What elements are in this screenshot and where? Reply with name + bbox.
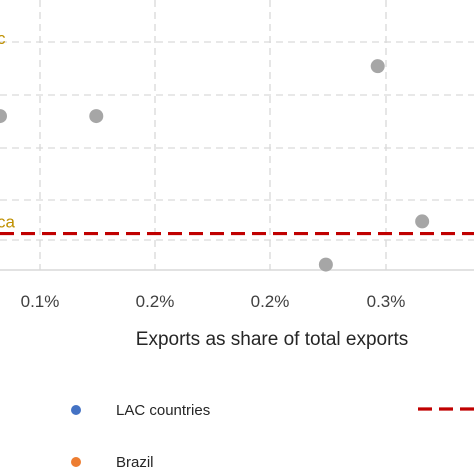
data-point: [415, 214, 430, 229]
x-tick-label: 0.2%: [251, 292, 290, 311]
data-point: [318, 257, 333, 272]
x-tick-labels: 0.1% 0.2% 0.2% 0.3%: [21, 292, 406, 311]
annotation-label: ca: [0, 212, 16, 231]
gridlines: [0, 0, 474, 270]
legend-label: LAC countries: [116, 402, 210, 419]
legend-marker: [71, 457, 81, 467]
x-tick-label: 0.2%: [136, 292, 175, 311]
data-point: [89, 109, 104, 124]
data-points: [0, 59, 430, 272]
data-point: [0, 109, 7, 124]
legend-label: Brazil: [116, 454, 154, 471]
x-axis-title: Exports as share of total exports: [136, 329, 408, 350]
x-tick-label: 0.1%: [21, 292, 60, 311]
annotations: c ca: [0, 29, 16, 232]
legend: LAC countries Brazil: [71, 402, 474, 471]
x-tick-label: 0.3%: [367, 292, 406, 311]
legend-marker: [71, 405, 81, 415]
annotation-label: c: [0, 29, 6, 48]
data-point: [370, 59, 385, 74]
